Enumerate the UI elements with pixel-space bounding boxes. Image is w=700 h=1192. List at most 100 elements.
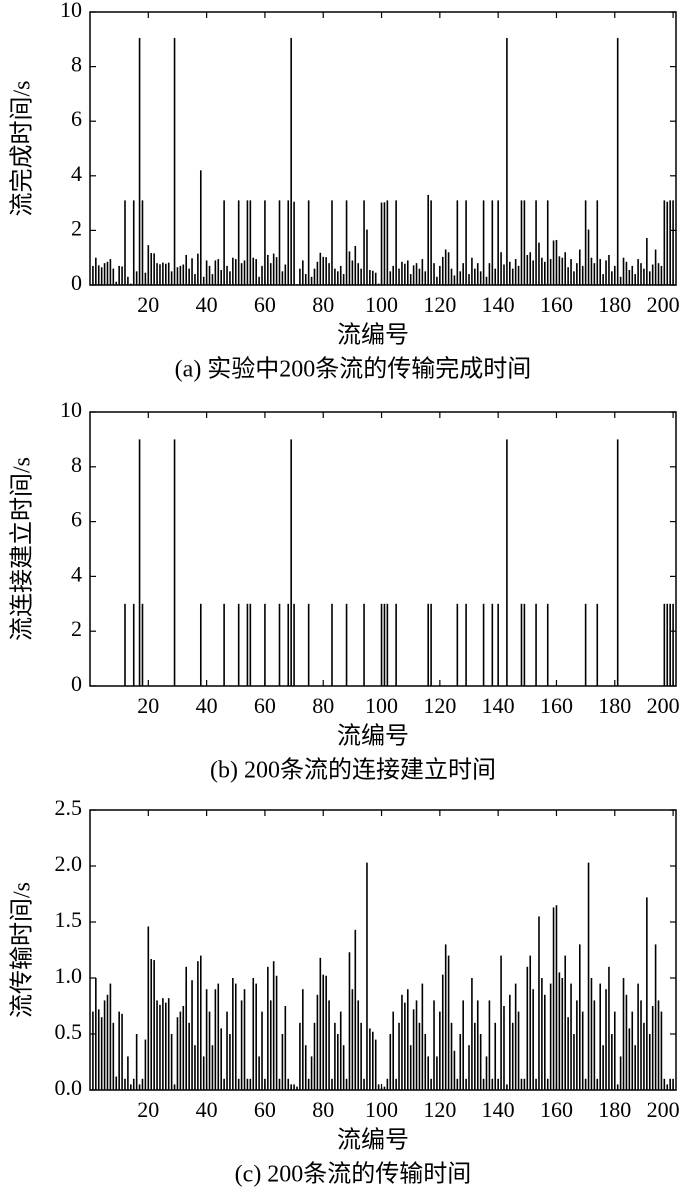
bar <box>278 200 281 285</box>
x-tick-label: 20 <box>137 1097 159 1122</box>
bar <box>319 957 322 1090</box>
bar <box>348 251 351 285</box>
bar <box>112 268 115 285</box>
bar <box>593 263 596 285</box>
bar <box>287 1078 290 1090</box>
bar <box>121 1013 123 1090</box>
bar <box>415 263 418 285</box>
bar <box>456 200 459 285</box>
bar <box>596 200 599 285</box>
x-tick-label: 60 <box>254 693 276 718</box>
y-tick-label: 6 <box>71 507 82 532</box>
bar <box>541 978 543 1090</box>
caption: (b) 200条流的连接建立时间 <box>210 757 496 784</box>
bar <box>173 439 176 686</box>
bar <box>141 603 144 686</box>
bar <box>363 1078 365 1090</box>
bar <box>640 263 642 285</box>
bar <box>651 264 654 285</box>
bar <box>185 254 188 285</box>
bar <box>319 252 322 285</box>
bar <box>409 274 412 285</box>
bar <box>197 253 199 285</box>
bar <box>444 944 447 1090</box>
bar <box>418 1022 421 1090</box>
bar <box>514 259 517 285</box>
bar <box>173 1084 176 1090</box>
bar <box>366 862 368 1090</box>
bar <box>500 252 502 285</box>
bar <box>176 267 179 285</box>
bar <box>325 975 327 1090</box>
bar <box>485 276 488 285</box>
bar <box>573 1034 575 1090</box>
x-tick-label: 120 <box>423 292 456 317</box>
bar <box>622 978 625 1090</box>
bar <box>406 260 409 285</box>
bar <box>666 201 669 285</box>
bar <box>643 268 645 285</box>
y-tick-label: 8 <box>71 52 82 77</box>
bar <box>555 239 558 285</box>
bar <box>535 1078 537 1090</box>
bar <box>619 1056 622 1090</box>
bar <box>491 1078 494 1090</box>
bar <box>92 1011 94 1090</box>
bar <box>453 275 456 285</box>
bar <box>581 1011 584 1090</box>
bar <box>599 259 601 285</box>
bar <box>517 1011 520 1090</box>
bar <box>287 200 290 285</box>
bar <box>529 252 532 285</box>
bar <box>205 260 208 285</box>
bar <box>310 1056 313 1090</box>
bar <box>220 269 222 285</box>
bar <box>331 1078 333 1090</box>
bar <box>380 202 383 285</box>
bar <box>514 983 517 1090</box>
bar <box>404 263 406 285</box>
bar <box>503 1006 505 1090</box>
bar <box>167 998 170 1090</box>
plot-frame <box>89 809 677 1091</box>
bar <box>529 955 532 1090</box>
bar <box>497 603 499 686</box>
bar <box>328 263 330 285</box>
bar <box>561 978 564 1090</box>
bar <box>138 439 141 686</box>
y-tick-label: 4 <box>71 561 82 586</box>
bar <box>546 200 549 285</box>
bar <box>427 194 429 285</box>
bar <box>290 37 292 286</box>
bar <box>573 271 575 285</box>
bar <box>194 1045 196 1090</box>
x-tick-label: 80 <box>312 693 334 718</box>
bar <box>605 260 607 285</box>
bar <box>234 259 237 285</box>
bar <box>334 1022 336 1090</box>
bar <box>596 603 599 686</box>
bar <box>608 966 610 1090</box>
y-tick-label: 0.0 <box>55 1075 83 1100</box>
bar <box>374 272 377 285</box>
x-axis-label: 流编号 <box>337 1127 409 1154</box>
bar <box>465 200 467 285</box>
bar <box>194 274 196 285</box>
bar <box>459 271 462 285</box>
bar <box>386 200 389 285</box>
bar <box>97 265 100 285</box>
x-tick-label: 180 <box>598 292 631 317</box>
bar <box>208 1011 211 1090</box>
bar <box>479 271 482 285</box>
bar <box>389 271 392 285</box>
bar <box>331 200 333 285</box>
bar <box>272 961 275 1090</box>
bar <box>546 1078 549 1090</box>
bar <box>584 1078 587 1090</box>
bar <box>386 603 389 686</box>
bar <box>482 200 485 285</box>
bar <box>354 245 357 285</box>
bar <box>182 1006 185 1090</box>
bar <box>430 200 432 285</box>
bar <box>672 603 674 686</box>
